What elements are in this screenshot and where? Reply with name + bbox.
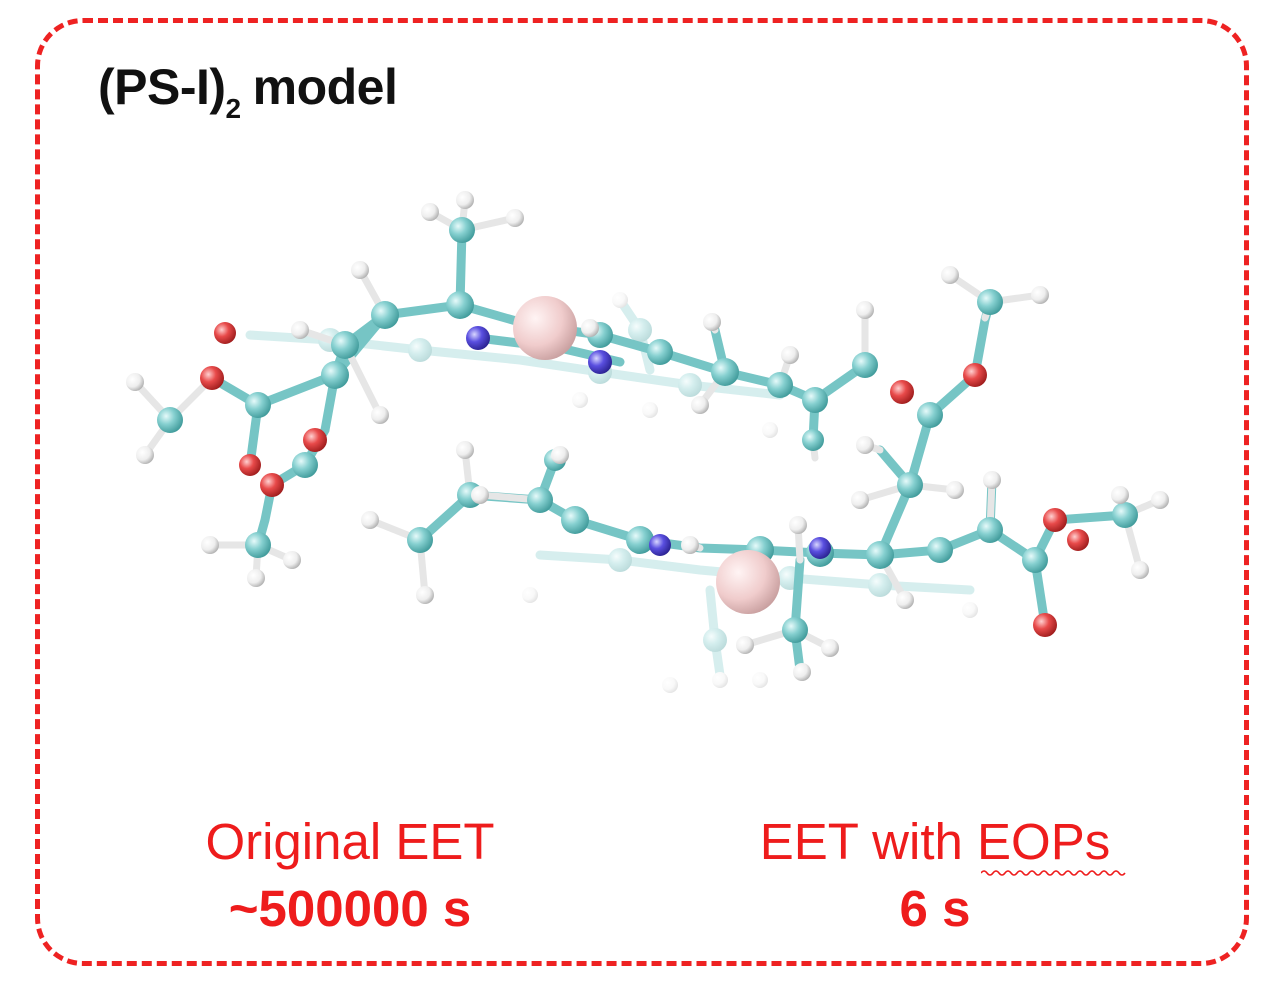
title-main: (PS-I)	[98, 59, 226, 115]
upper-ring-atoms	[126, 191, 878, 587]
original-eet-block: Original EET ~500000 s	[150, 812, 550, 938]
upper-metal-atom	[513, 296, 577, 360]
spellcheck-underline	[981, 870, 1126, 876]
eet-with-eops-label: EET with EOPs	[759, 813, 1111, 870]
eet-with-eops-block: EET with EOPs 6 s	[735, 812, 1135, 938]
lower-ring-atoms	[361, 441, 1169, 681]
diagram-title: (PS-I)2 model	[98, 58, 398, 125]
dashed-frame	[35, 18, 1249, 966]
eet-with-eops-time: 6 s	[899, 880, 971, 937]
original-eet-label: Original EET	[205, 813, 495, 870]
original-eet-time: ~500000 s	[228, 880, 472, 937]
title-rest: model	[252, 59, 398, 115]
lower-metal-atom	[716, 550, 780, 614]
ester-arm-right	[851, 266, 1049, 560]
title-subscript: 2	[225, 93, 242, 124]
